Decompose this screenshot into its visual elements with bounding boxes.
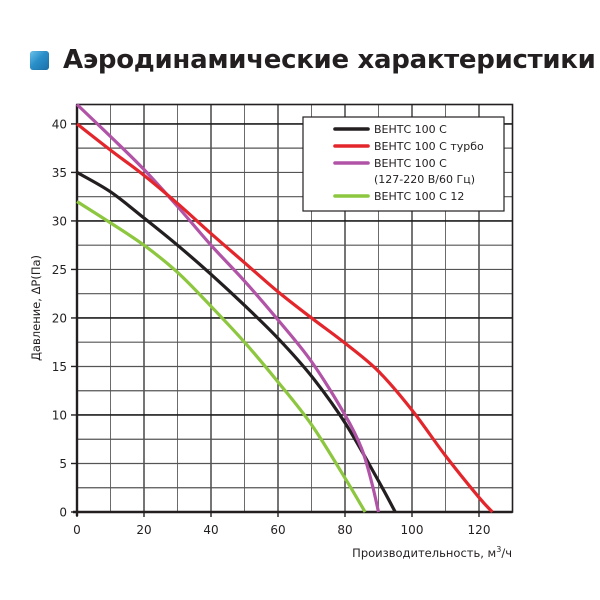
series-line bbox=[76, 171, 397, 513]
x-tick-label: 80 bbox=[337, 523, 352, 537]
page-title: Аэродинамические характеристики bbox=[63, 45, 596, 75]
series-line bbox=[76, 122, 494, 514]
legend-label: ВЕНТС 100 С bbox=[374, 123, 447, 136]
x-tick-label: 120 bbox=[468, 523, 491, 537]
y-tick-label: 0 bbox=[59, 506, 67, 520]
y-tick-label: 30 bbox=[52, 214, 67, 228]
x-axis-label: Производительность, м3/ч bbox=[352, 545, 512, 560]
blue-square-icon bbox=[30, 50, 49, 70]
title-row: Аэродинамические характеристики bbox=[30, 40, 596, 80]
y-tick-label: 40 bbox=[52, 117, 67, 131]
legend-label: ВЕНТС 100 С 12 bbox=[374, 190, 464, 203]
x-tick-label: 20 bbox=[136, 523, 151, 537]
chart-legend: ВЕНТС 100 С ВЕНТС 100 С турбо ВЕНТС 100 С (… bbox=[302, 116, 505, 212]
axis-ticks: 0 20 40 60 80 100 120 0 5 10 15 20 25 30 35 40 bbox=[52, 117, 491, 537]
y-axis-label: Давление, ΔP(Па) bbox=[29, 255, 43, 361]
legend-label-line2: (127-220 В/60 Гц) bbox=[374, 173, 475, 186]
y-tick-label: 5 bbox=[59, 457, 67, 471]
legend-label: ВЕНТС 100 С bbox=[374, 157, 447, 170]
x-tick-label: 100 bbox=[401, 523, 424, 537]
y-tick-label: 25 bbox=[52, 263, 67, 277]
chart-frame bbox=[73, 103, 514, 516]
series-line bbox=[76, 200, 367, 513]
legend-label: ВЕНТС 100 С турбо bbox=[374, 140, 484, 153]
y-tick-label: 10 bbox=[52, 408, 67, 422]
x-tick-label: 60 bbox=[270, 523, 285, 537]
x-tick-label: 40 bbox=[203, 523, 218, 537]
y-tick-label: 35 bbox=[52, 166, 67, 180]
y-tick-label: 20 bbox=[52, 311, 67, 325]
series-line bbox=[75, 103, 381, 513]
x-tick-label: 0 bbox=[73, 523, 81, 537]
chart-series bbox=[75, 103, 494, 514]
y-tick-label: 15 bbox=[52, 360, 67, 374]
